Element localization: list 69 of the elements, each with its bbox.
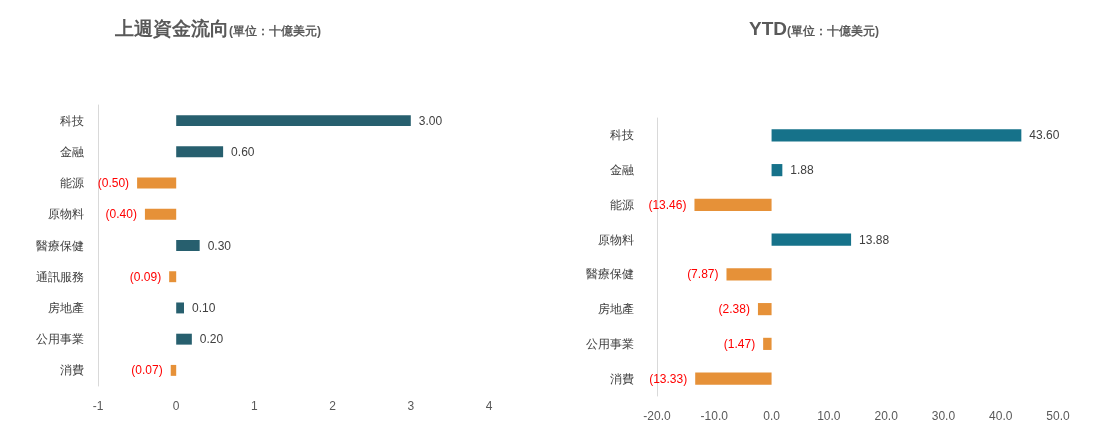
data-label: 0.60 xyxy=(231,144,255,159)
data-label: (0.07) xyxy=(131,363,163,378)
y-tick-label: 能源 xyxy=(60,176,84,191)
bar xyxy=(694,198,772,211)
x-tick-label: 1 xyxy=(251,399,259,413)
x-tick-label: 50.0 xyxy=(1046,409,1070,423)
bar xyxy=(176,146,224,158)
y-tick-label: 科技 xyxy=(60,113,84,128)
y-tick-label: 金融 xyxy=(60,144,84,159)
x-tick-label: 2 xyxy=(329,399,337,413)
y-tick-label: 原物料 xyxy=(48,207,84,222)
data-label: (0.50) xyxy=(97,176,130,191)
data-label: 0.20 xyxy=(199,332,224,347)
data-label: 3.00 xyxy=(418,113,443,128)
bar xyxy=(726,268,772,281)
data-label: (1.47) xyxy=(723,336,756,351)
bar xyxy=(144,208,177,220)
data-label: 1.88 xyxy=(790,163,815,178)
bar xyxy=(137,177,177,189)
bar xyxy=(169,271,177,283)
x-tick-label: -20.0 xyxy=(643,409,671,423)
bar xyxy=(757,303,772,316)
y-tick-label: 科技 xyxy=(610,128,634,143)
data-label: 0.10 xyxy=(192,300,216,315)
bar xyxy=(176,333,192,345)
y-tick-label: 原物料 xyxy=(598,232,634,247)
bar xyxy=(771,129,1022,142)
data-label: (0.40) xyxy=(105,207,137,222)
data-label: 43.60 xyxy=(1029,128,1060,143)
bar xyxy=(176,115,411,127)
data-label: (13.33) xyxy=(649,371,688,386)
y-tick-label: 消費 xyxy=(610,371,634,386)
bar xyxy=(170,364,177,376)
chart-title: YTD xyxy=(749,18,787,39)
y-tick-label: 醫療保健 xyxy=(36,238,84,253)
y-tick-label: 公用事業 xyxy=(36,332,84,347)
y-tick-label: 公用事業 xyxy=(586,336,634,351)
x-tick-label: 4 xyxy=(485,399,493,413)
x-tick-label: 40.0 xyxy=(989,409,1013,423)
bar xyxy=(176,302,185,314)
data-label: (13.46) xyxy=(648,197,687,212)
data-label: (2.38) xyxy=(718,302,750,317)
bar xyxy=(695,372,772,385)
data-label: 0.30 xyxy=(207,238,232,253)
x-tick-label: 3 xyxy=(407,399,415,413)
y-tick-label: 能源 xyxy=(610,197,634,212)
chart-title: 上週資金流向 xyxy=(114,18,229,39)
chart-subtitle: (單位：十億美元) xyxy=(229,23,321,38)
x-tick-label: 30.0 xyxy=(931,409,956,423)
data-label: 13.88 xyxy=(859,232,890,247)
x-tick-label: 0 xyxy=(172,399,180,413)
x-tick-label: 20.0 xyxy=(874,409,899,423)
x-tick-label: -1 xyxy=(92,399,104,413)
data-label: (7.87) xyxy=(687,267,719,282)
bar xyxy=(771,164,783,177)
bar xyxy=(176,240,200,251)
bar xyxy=(763,337,772,350)
y-tick-label: 消費 xyxy=(60,363,84,378)
y-tick-label: 通訊服務 xyxy=(36,269,84,284)
x-tick-label: 10.0 xyxy=(817,409,841,423)
y-tick-label: 房地產 xyxy=(48,300,84,315)
x-tick-label: -10.0 xyxy=(700,409,729,423)
y-tick-label: 房地產 xyxy=(598,302,634,317)
y-tick-label: 醫療保健 xyxy=(586,267,634,282)
x-tick-label: 0.0 xyxy=(763,409,781,423)
data-label: (0.09) xyxy=(129,269,162,284)
bar xyxy=(771,233,852,246)
chart-subtitle: (單位：十億美元) xyxy=(787,23,879,38)
y-tick-label: 金融 xyxy=(610,163,634,178)
